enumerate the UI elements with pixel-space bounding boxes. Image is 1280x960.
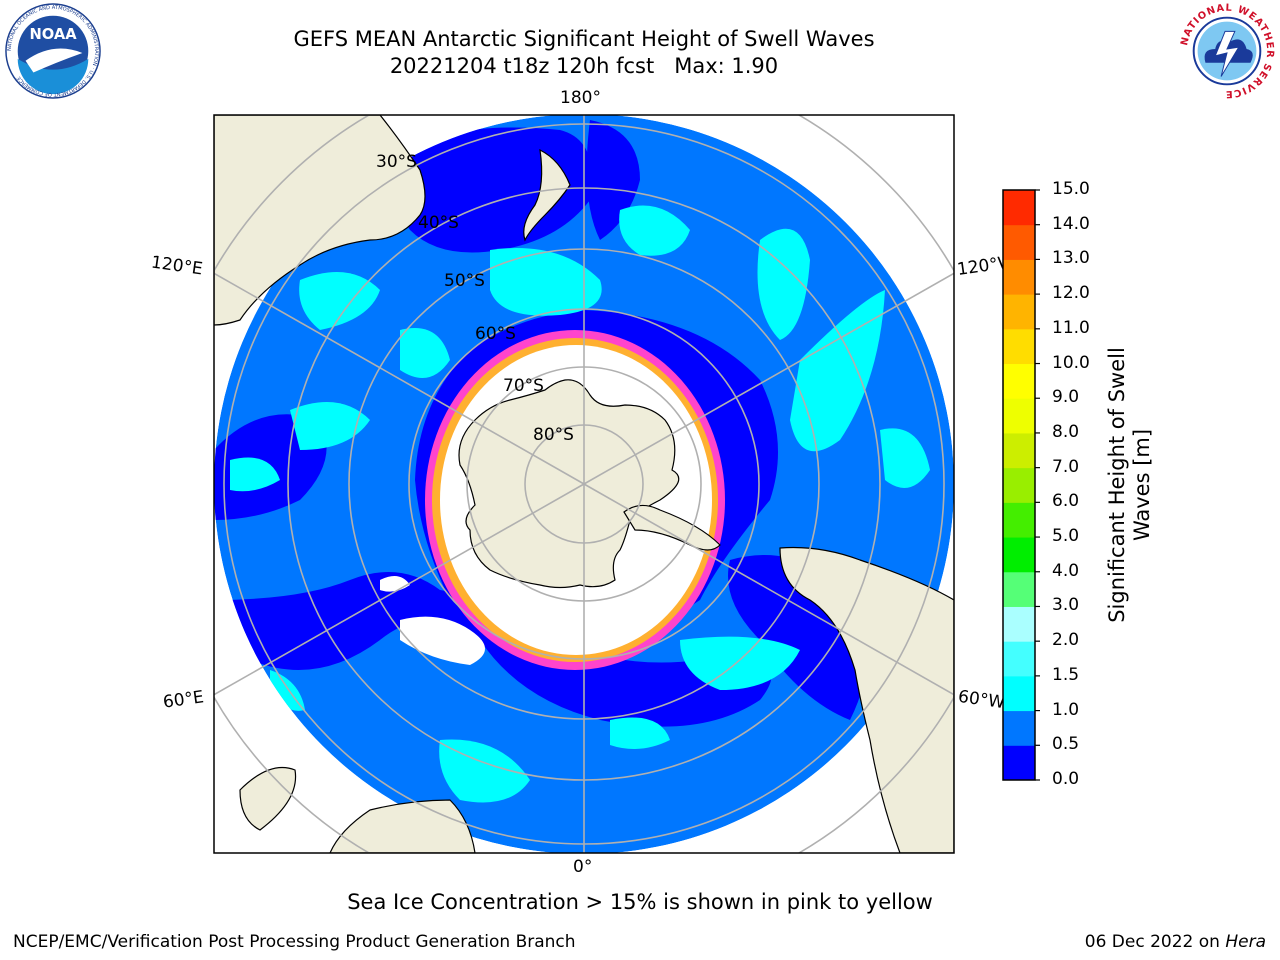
colorbar-bin (1003, 190, 1035, 226)
chart-subtitle: 20221204 t18z 120h fcst Max: 1.90 (389, 54, 779, 78)
lat-label-60s: 60°S (475, 324, 516, 344)
colorbar-tick-label: 15.0 (1052, 179, 1090, 199)
colorbar-tick-label: 5.0 (1052, 526, 1080, 547)
colorbar-tick-label: 0.0 (1052, 769, 1080, 789)
colorbar-bin (1003, 294, 1035, 330)
colorbar-bin (1003, 710, 1035, 746)
colorbar-tick-label: 0.5 (1052, 734, 1080, 755)
swell-patch-3 (619, 205, 690, 256)
colorbar-tick-label: 12.0 (1052, 283, 1090, 304)
swell-patch-8 (230, 457, 280, 492)
swell-patch-7 (400, 328, 450, 378)
lat-label-80s: 80°S (533, 425, 574, 445)
svg-text:NOAA: NOAA (29, 26, 77, 43)
colorbar-bin (1003, 571, 1035, 607)
colorbar-bin (1003, 467, 1035, 503)
colorbar-bin (1003, 675, 1035, 712)
colorbar-tick-label: 2.0 (1052, 630, 1080, 651)
swell-patch-10 (610, 717, 670, 749)
colorbar-tick-label: 11.0 (1052, 317, 1090, 338)
colorbar-bin (1003, 259, 1035, 295)
colorbar-tick-label: 9.0 (1052, 387, 1080, 408)
longitude-graticule (214, 115, 954, 853)
colorbar-bin (1003, 224, 1035, 260)
swell-patch-2 (490, 248, 602, 316)
lat-label-70s: 70°S (503, 376, 544, 396)
noaa-logo: NOAA NATIONAL OCEANIC AND ATMOSPHERIC AD… (5, 3, 101, 99)
colorbar-tick-label: 4.0 (1052, 560, 1080, 581)
colorbar-tick-label: 8.0 (1052, 421, 1080, 442)
colorbar (1002, 189, 1040, 781)
lon-label-bottom: 0° (573, 857, 593, 877)
colorbar-bin (1003, 537, 1035, 573)
sea-ice-note: Sea Ice Concentration > 15% is shown in … (347, 890, 933, 914)
swell-patch-11 (680, 636, 800, 690)
colorbar-bin (1003, 432, 1035, 469)
colorbar-tick-label: 10.0 (1052, 352, 1090, 373)
south-america (779, 546, 954, 853)
lat-label-40s: 40°S (418, 213, 459, 233)
colorbar-tick-label: 1.5 (1052, 664, 1080, 685)
lat-label-30s: 30°S (376, 152, 417, 172)
swell-patch-13 (880, 428, 930, 488)
swell-patch-4 (757, 228, 810, 340)
colorbar-bin (1003, 641, 1035, 677)
colorbar-bin (1003, 745, 1035, 781)
colorbar-tick-label: 3.0 (1052, 595, 1080, 616)
sea-ice-floes (380, 576, 485, 665)
new-zealand (523, 148, 571, 242)
colorbar-tick-label: 14.0 (1052, 213, 1090, 234)
swell-patch-5 (790, 290, 885, 452)
antarctic-peninsula (623, 504, 721, 551)
swell-patch-9 (439, 739, 530, 803)
lon-label-top: 180° (560, 88, 601, 108)
colorbar-bin (1003, 398, 1035, 434)
swell-patch-1 (299, 272, 380, 330)
map-frame (213, 114, 955, 854)
colorbar-tick-label: 7.0 (1052, 456, 1080, 477)
lat-label-50s: 50°S (444, 271, 485, 291)
chart-title: GEFS MEAN Antarctic Significant Height o… (293, 27, 875, 51)
colorbar-bin (1003, 606, 1035, 642)
colorbar-tick-label: 13.0 (1052, 248, 1090, 269)
footer-date: 06 Dec 2022 on Hera (1084, 932, 1266, 952)
low-swell-region-east (214, 572, 772, 727)
antarctica (458, 379, 680, 589)
colorbar-bin (1003, 328, 1035, 365)
colorbar-tick-label: 6.0 (1052, 491, 1080, 512)
footer-credit: NCEP/EMC/Verification Post Processing Pr… (13, 932, 576, 952)
colorbar-tick-label: 1.0 (1052, 699, 1080, 720)
colorbar-bin (1003, 502, 1035, 538)
nws-logo: NATIONAL WEATHER SERVICE (1179, 3, 1274, 100)
colorbar-frame (1002, 189, 1036, 781)
colorbar-bin (1003, 363, 1035, 399)
swell-patch-6 (290, 402, 370, 450)
australia (214, 115, 426, 326)
